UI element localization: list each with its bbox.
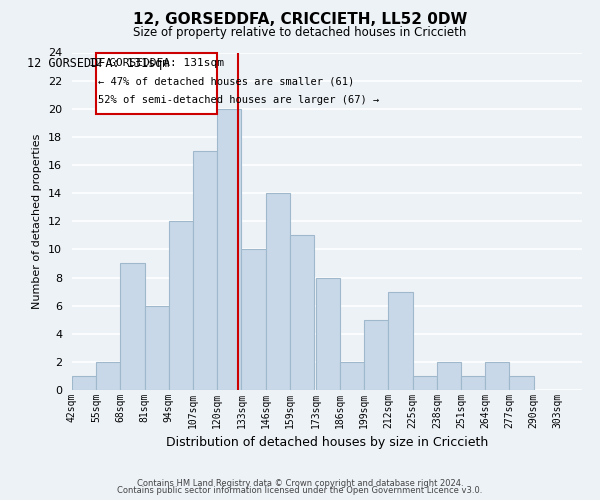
Bar [266, 193, 290, 390]
Bar [169, 221, 193, 390]
Bar [340, 362, 364, 390]
Y-axis label: Number of detached properties: Number of detached properties [32, 134, 43, 309]
Text: 52% of semi-detached houses are larger (67) →: 52% of semi-detached houses are larger (… [98, 94, 379, 104]
Text: Contains HM Land Registry data © Crown copyright and database right 2024.: Contains HM Land Registry data © Crown c… [137, 478, 463, 488]
X-axis label: Distribution of detached houses by size in Criccieth: Distribution of detached houses by size … [166, 436, 488, 450]
Bar [145, 306, 169, 390]
Bar [121, 264, 145, 390]
Bar [509, 376, 533, 390]
Text: 12 GORSEDDFA: 131sqm: 12 GORSEDDFA: 131sqm [89, 58, 224, 68]
Bar [290, 236, 314, 390]
Text: 12, GORSEDDFA, CRICCIETH, LL52 0DW: 12, GORSEDDFA, CRICCIETH, LL52 0DW [133, 12, 467, 28]
Text: Contains public sector information licensed under the Open Government Licence v3: Contains public sector information licen… [118, 486, 482, 495]
Bar [193, 151, 217, 390]
Bar [217, 109, 241, 390]
Text: Size of property relative to detached houses in Criccieth: Size of property relative to detached ho… [133, 26, 467, 39]
Bar [388, 292, 413, 390]
Bar [485, 362, 509, 390]
Bar [364, 320, 388, 390]
Bar [72, 376, 96, 390]
Bar [241, 250, 266, 390]
Bar [461, 376, 485, 390]
Bar [96, 52, 217, 114]
Text: 12 GORSEDDFA: 131sqm: 12 GORSEDDFA: 131sqm [27, 56, 169, 70]
Bar [437, 362, 461, 390]
Bar [96, 362, 121, 390]
Text: ← 47% of detached houses are smaller (61): ← 47% of detached houses are smaller (61… [98, 76, 355, 86]
Bar [413, 376, 437, 390]
Bar [316, 278, 340, 390]
